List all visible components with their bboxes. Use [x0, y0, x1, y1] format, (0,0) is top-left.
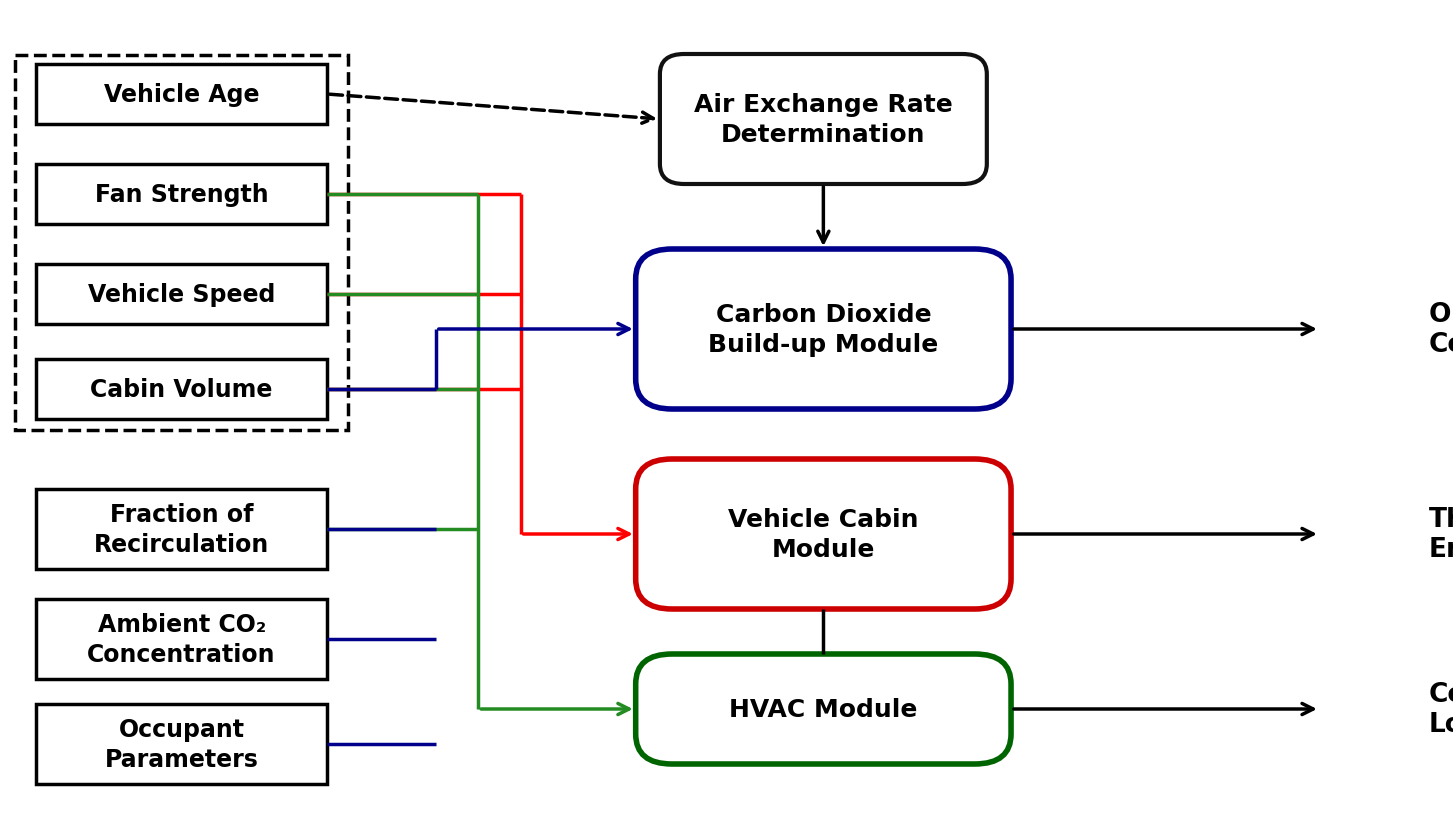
Text: Vehicle Speed: Vehicle Speed: [89, 283, 275, 307]
Text: Vehicle Cabin
Module: Vehicle Cabin Module: [728, 507, 918, 561]
Text: Output CO2
Concentration: Output CO2 Concentration: [1428, 302, 1453, 358]
Bar: [36, 599, 327, 679]
Text: Ambient CO₂
Concentration: Ambient CO₂ Concentration: [87, 613, 276, 666]
Bar: [36, 489, 327, 569]
Text: Cabin Volume: Cabin Volume: [90, 378, 273, 401]
Text: Thermal
Environment: Thermal Environment: [1428, 507, 1453, 563]
FancyBboxPatch shape: [636, 460, 1011, 609]
Bar: [36, 359, 327, 420]
Bar: [36, 165, 327, 225]
Bar: [15, 55, 349, 430]
Text: HVAC Module: HVAC Module: [729, 697, 917, 721]
FancyBboxPatch shape: [636, 655, 1011, 764]
Text: Fraction of
Recirculation: Fraction of Recirculation: [94, 502, 269, 556]
Text: Compressor
Load: Compressor Load: [1428, 681, 1453, 737]
Text: Fan Strength: Fan Strength: [94, 183, 269, 206]
FancyBboxPatch shape: [660, 55, 987, 185]
Text: Occupant
Parameters: Occupant Parameters: [105, 717, 259, 771]
Bar: [36, 65, 327, 125]
Text: Carbon Dioxide
Build-up Module: Carbon Dioxide Build-up Module: [708, 303, 939, 356]
Bar: [36, 265, 327, 324]
Text: Vehicle Age: Vehicle Age: [103, 83, 260, 107]
FancyBboxPatch shape: [636, 250, 1011, 410]
Bar: [36, 704, 327, 784]
Text: Air Exchange Rate
Determination: Air Exchange Rate Determination: [695, 93, 953, 146]
